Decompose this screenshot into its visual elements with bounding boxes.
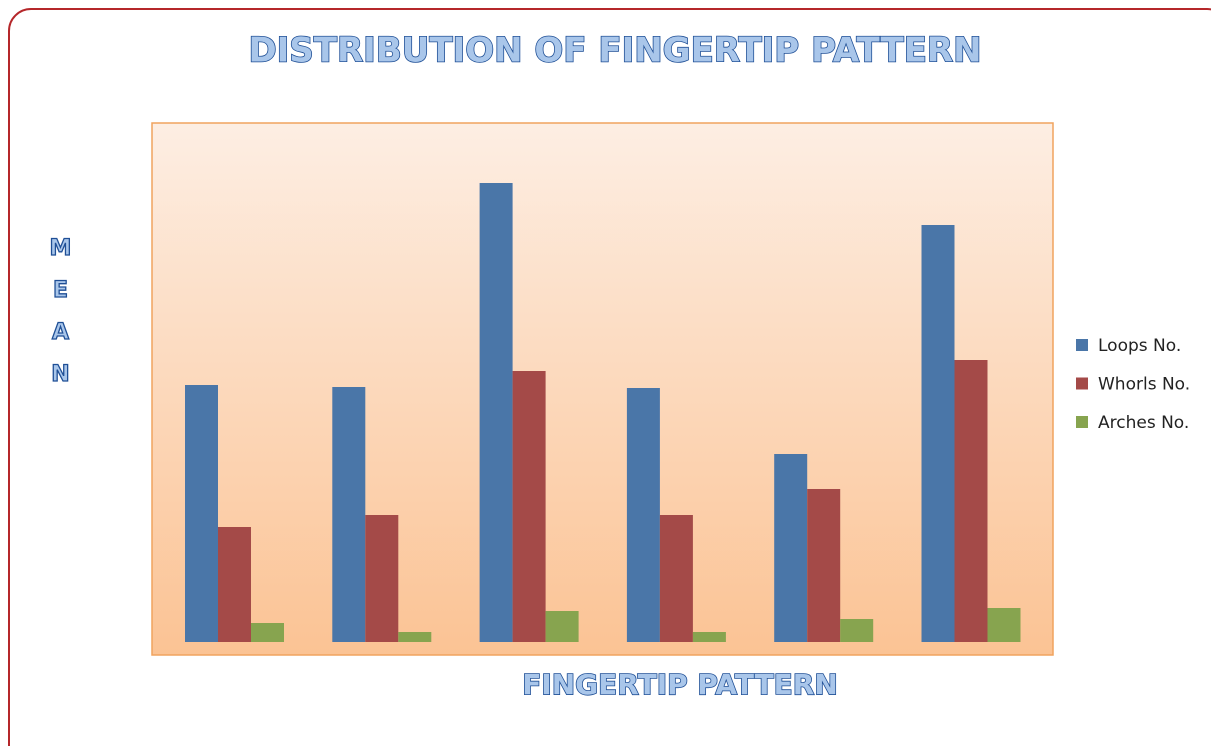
bar bbox=[840, 619, 874, 642]
chart-title: DISTRIBUTION OF FINGERTIP PATTERN bbox=[248, 31, 981, 71]
bar bbox=[954, 360, 988, 642]
bar bbox=[545, 611, 579, 642]
bar bbox=[626, 388, 660, 642]
bar bbox=[218, 527, 251, 642]
bar bbox=[774, 454, 808, 642]
legend: Loops No. Whorls No. Arches No. bbox=[1076, 336, 1190, 433]
legend-swatch bbox=[1076, 416, 1088, 428]
x-axis-label: FINGERTIP PATTERN bbox=[522, 668, 838, 701]
bar bbox=[512, 371, 546, 642]
plot-area bbox=[151, 122, 1054, 656]
bar bbox=[807, 489, 841, 642]
bar bbox=[332, 387, 366, 642]
bar bbox=[692, 632, 726, 642]
bar bbox=[185, 385, 218, 642]
bar bbox=[479, 183, 513, 642]
y-axis-label: MEAN bbox=[47, 235, 73, 404]
bar bbox=[365, 515, 399, 642]
bar bbox=[398, 632, 432, 642]
legend-swatch bbox=[1076, 377, 1088, 390]
bar bbox=[659, 515, 693, 642]
bar bbox=[921, 225, 955, 642]
bar bbox=[251, 623, 284, 642]
legend-label: Whorls No. bbox=[1098, 375, 1190, 395]
legend-swatch bbox=[1076, 339, 1088, 351]
legend-label: Arches No. bbox=[1098, 413, 1189, 433]
bar bbox=[987, 608, 1021, 642]
legend-label: Loops No. bbox=[1098, 336, 1181, 356]
bars bbox=[185, 183, 1021, 642]
